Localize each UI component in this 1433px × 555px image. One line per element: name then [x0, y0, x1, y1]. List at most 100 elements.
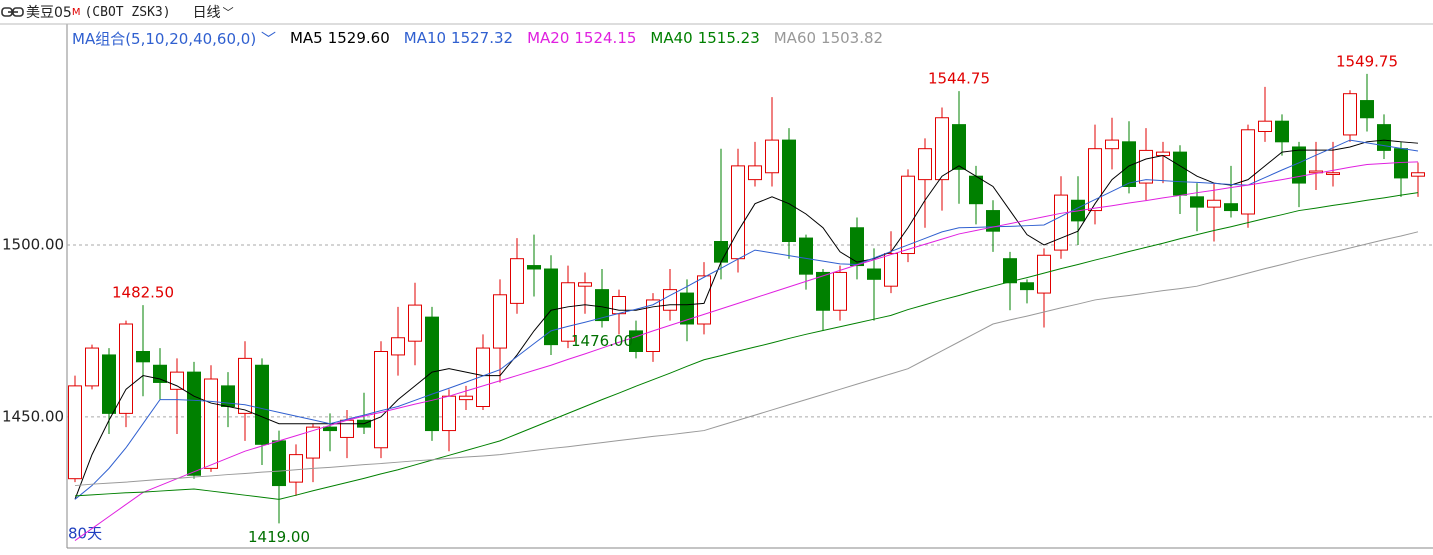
- symbol: 美豆05: [26, 5, 72, 21]
- candle-body: [901, 175, 915, 255]
- legend-name: MA5: [289, 29, 323, 47]
- code: (CBOT ZSK3): [84, 4, 171, 20]
- candle-body: [1020, 282, 1034, 291]
- candle-body: [578, 282, 592, 287]
- candle-body: [1258, 120, 1272, 132]
- candle-body: [1275, 120, 1289, 143]
- y-tick-label: 1500.00: [2, 235, 64, 253]
- candle-body: [935, 117, 949, 181]
- candle-body: [969, 175, 983, 205]
- extreme-label: 1544.75: [928, 70, 990, 88]
- candle-body: [374, 351, 388, 449]
- candle-body: [1224, 203, 1238, 212]
- days-label: 80天: [68, 525, 102, 543]
- ma-line: [74, 161, 1419, 541]
- extreme-label: 1549.75: [1336, 52, 1398, 70]
- candle-body: [1173, 151, 1187, 196]
- candle-body: [884, 253, 898, 287]
- candle-body: [833, 271, 847, 311]
- legend-value: 1524.15: [574, 29, 637, 47]
- indicator-label[interactable]: MA组合(5,10,20,40,60,0): [72, 29, 257, 48]
- candle-body: [1411, 172, 1425, 177]
- candle-body: [1105, 139, 1119, 150]
- legend-value: 1529.60: [327, 29, 390, 47]
- legend-value: 1515.23: [697, 29, 760, 47]
- dropdown-icon[interactable]: ﹀: [222, 6, 234, 19]
- candle-body: [1122, 141, 1136, 187]
- candle-body: [408, 304, 422, 342]
- legend-name: MA40: [650, 29, 693, 47]
- legend-value: 1527.32: [451, 29, 514, 47]
- legend-name: MA10: [403, 29, 447, 47]
- ma-line: [74, 139, 1419, 500]
- candle-body: [1037, 254, 1051, 294]
- candle-body: [646, 299, 660, 352]
- link-icon: [1, 7, 24, 17]
- candle-body: [1071, 199, 1085, 222]
- candle-body: [629, 330, 643, 352]
- candle-body: [527, 265, 541, 270]
- candle-body: [1054, 194, 1068, 251]
- candle-body: [272, 440, 286, 487]
- candle-body: [748, 165, 762, 181]
- candle-body: [816, 271, 830, 311]
- legend-name: MA20: [527, 29, 570, 47]
- candle-body: [1377, 124, 1391, 151]
- candle-body: [136, 351, 150, 363]
- candle-body: [986, 210, 1000, 232]
- candle-body: [612, 296, 626, 315]
- legend-entry: MA60 1503.82: [774, 29, 883, 47]
- candle-body: [102, 354, 116, 414]
- candle-body: [1292, 146, 1306, 184]
- legend-value: 1503.82: [821, 29, 884, 47]
- candle-body: [663, 289, 677, 311]
- candle-body: [170, 371, 184, 390]
- candle-body: [1139, 149, 1153, 184]
- legend-name: MA60: [773, 29, 817, 47]
- header: 美豆05 M (CBOT ZSK3) 日线 ﹀: [0, 0, 234, 24]
- candle-body: [867, 268, 881, 280]
- candle-body: [561, 282, 575, 342]
- ma-line: [74, 139, 1419, 500]
- candle-body: [1241, 129, 1255, 215]
- candle-body: [119, 323, 133, 414]
- candle-body: [1190, 196, 1204, 208]
- candle-body: [68, 385, 82, 480]
- candle-body: [493, 294, 507, 349]
- candle-body: [1343, 93, 1357, 136]
- candle-body: [238, 357, 252, 414]
- candle-body: [1309, 170, 1323, 174]
- candle-body: [255, 364, 269, 445]
- legend-entry: MA20 1524.15: [527, 29, 636, 47]
- indicator[interactable]: MA组合(5,10,20,40,60,0) ﹀: [72, 29, 276, 48]
- candle-body: [323, 426, 337, 432]
- candle-body: [391, 337, 405, 356]
- y-tick-label: 1450.00: [2, 407, 64, 425]
- candle-body: [510, 258, 524, 304]
- period[interactable]: 日线: [192, 5, 221, 21]
- extreme-label: 1482.50: [112, 284, 174, 302]
- candle-body: [1003, 258, 1017, 284]
- candle-body: [1156, 151, 1170, 157]
- candle-body: [204, 378, 218, 469]
- candle-body: [680, 292, 694, 325]
- candle-body: [782, 139, 796, 242]
- candle-body: [476, 347, 490, 407]
- extreme-label: 1476.00: [571, 332, 633, 350]
- candle-body: [952, 124, 966, 170]
- candle-body: [1394, 148, 1408, 179]
- candle-body: [1207, 199, 1221, 208]
- candle-body: [714, 241, 728, 263]
- candle-body: [799, 237, 813, 275]
- candle-body: [221, 385, 235, 407]
- candle-body: [1326, 172, 1340, 175]
- candle-body: [357, 419, 371, 428]
- legend-entry: MA10 1527.32: [404, 29, 513, 47]
- candle-body: [459, 395, 473, 401]
- candle-body: [1360, 100, 1374, 119]
- legend-entry: MA5 1529.60: [290, 29, 390, 47]
- flag: M: [71, 6, 81, 18]
- candle-body: [697, 275, 711, 325]
- candle-body: [306, 426, 320, 459]
